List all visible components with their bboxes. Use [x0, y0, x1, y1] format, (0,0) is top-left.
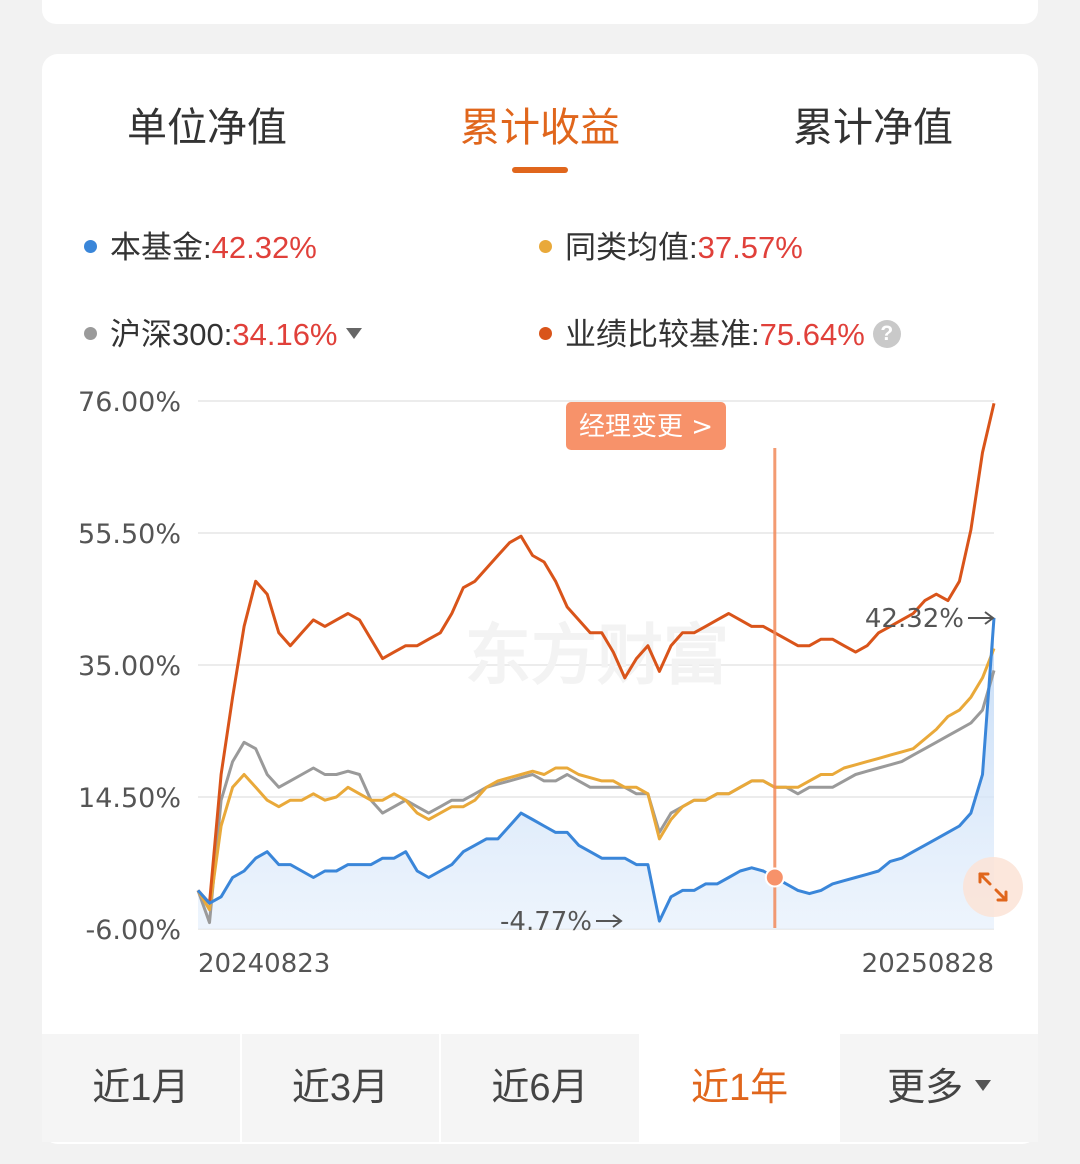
- legend-fund-dot: [84, 240, 97, 254]
- period-3m[interactable]: 近3月: [242, 1034, 442, 1142]
- help-icon[interactable]: ?: [872, 319, 901, 348]
- legend-csi300-value: 34.16%: [232, 317, 338, 352]
- min-arrow-head: [612, 914, 623, 928]
- legend-benchmark: 业绩比较基准:75.64%?: [539, 313, 901, 357]
- period-1y[interactable]: 近1年: [640, 1034, 841, 1142]
- legend-benchmark-value: 75.64%: [759, 317, 865, 352]
- expand-button-bg[interactable]: [963, 857, 1023, 917]
- y-tick-label: 55.50%: [78, 519, 181, 550]
- legend-csi300-name: 沪深300: [110, 317, 224, 352]
- manager-change-label[interactable]: 经理变更 >: [579, 412, 713, 442]
- chart-area[interactable]: 76.00% 55.50% 35.00% 14.50% -6.00% 东方财富 经理变更…: [0, 0, 1080, 1030]
- chart-card: 单位净值 累计收益 累计净值 本基金:42.32% 同类均值:37.57% 沪深…: [42, 54, 1038, 1144]
- period-6m[interactable]: 近6月: [441, 1034, 641, 1142]
- manager-change-dot: [764, 867, 785, 888]
- active-tab-indicator: [512, 167, 568, 173]
- legend-fund-name: 本基金: [110, 230, 203, 265]
- y-tick-label: 14.50%: [78, 783, 181, 814]
- dropdown-caret-icon[interactable]: [345, 328, 362, 340]
- series-line-csi300: [196, 669, 996, 925]
- legend-csi300-dot: [84, 327, 97, 341]
- legend-peer-average: 同类均值:37.57%: [539, 226, 803, 270]
- x-start-label: 20240823: [198, 949, 330, 979]
- period-1m[interactable]: 近1月: [42, 1034, 242, 1142]
- legend-csi300[interactable]: 沪深300:34.16%: [84, 313, 362, 357]
- expand-icon[interactable]: [978, 872, 1008, 902]
- y-tick-label: 35.00%: [78, 651, 181, 682]
- max-value-label: 42.32%: [865, 604, 964, 634]
- legend-peer-value: 37.57%: [697, 230, 803, 265]
- max-annotation: 42.32%: [865, 604, 995, 634]
- y-tick-label: -6.00%: [85, 915, 181, 946]
- period-more-label[interactable]: 更多: [887, 1067, 964, 1109]
- legend-peer-dot: [539, 240, 552, 254]
- manager-change-badge[interactable]: [566, 402, 726, 450]
- chart-type-tabs: 单位净值 累计收益 累计净值: [42, 54, 1038, 194]
- tab-cumulative-return[interactable]: 累计收益: [460, 106, 620, 150]
- min-annotation: -4.77%: [500, 907, 623, 937]
- legend-benchmark-dot: [539, 327, 552, 341]
- legend-benchmark-name: 业绩比较基准: [565, 317, 751, 352]
- expand-button[interactable]: [963, 857, 1023, 917]
- watermark-text: 东方财富: [465, 617, 729, 694]
- tab-unit-nav[interactable]: 单位净值: [127, 106, 287, 150]
- previous-card: [42, 0, 1038, 24]
- y-axis-ticks: 76.00% 55.50% 35.00% 14.50% -6.00%: [78, 387, 181, 946]
- series-area-fund: [198, 617, 994, 929]
- period-selector: 近1月 近3月 近6月 近1年 更多: [42, 1034, 1038, 1142]
- y-tick-label: 76.00%: [78, 387, 181, 418]
- max-arrow-head: [984, 611, 995, 625]
- manager-change-marker[interactable]: 经理变更 >: [566, 402, 785, 928]
- tab-cumulative-nav[interactable]: 累计净值: [793, 106, 953, 150]
- min-value-label: -4.77%: [500, 907, 592, 937]
- series-layer: [196, 402, 996, 929]
- period-more[interactable]: 更多: [840, 1034, 1038, 1142]
- legend-fund-value: 42.32%: [211, 230, 317, 265]
- legend-peer-name: 同类均值: [565, 230, 689, 265]
- series-line-benchmark: [196, 402, 996, 905]
- series-line-peer-average: [196, 647, 996, 912]
- series-line-fund: [196, 617, 996, 923]
- x-end-label: 20250828: [862, 949, 994, 979]
- more-caret-icon[interactable]: [975, 1080, 992, 1092]
- legend-fund: 本基金:42.32%: [84, 226, 317, 270]
